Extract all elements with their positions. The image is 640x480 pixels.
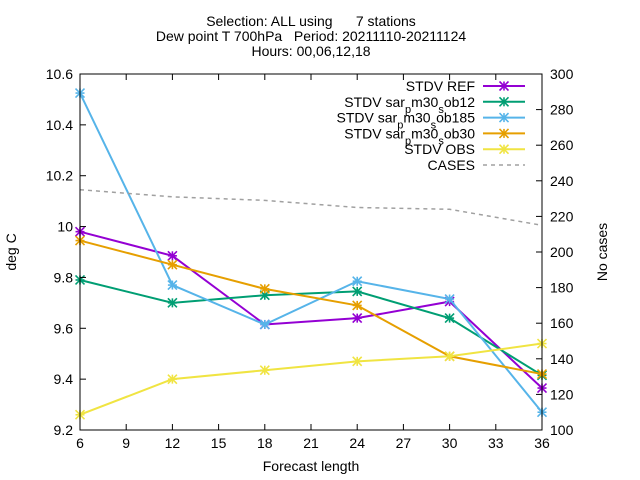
y2-tick-label: 100	[550, 422, 574, 438]
series-line	[79, 239, 543, 376]
y-tick-label: 9.8	[54, 269, 74, 285]
chart-title-line: Selection: ALL using 7 stations	[206, 13, 416, 29]
chart-title-line: Dew point T 700hPa Period: 20211110-2021…	[156, 28, 467, 44]
series-stdv-sar-pm30-sob12	[74, 274, 548, 381]
legend-entry: STDV REF	[406, 78, 525, 94]
data-point	[498, 128, 510, 139]
series-stdv-sar-pm30-sob185	[74, 88, 548, 418]
legend-label: CASES	[428, 157, 475, 173]
data-point	[498, 144, 510, 155]
data-point	[498, 112, 510, 123]
data-point	[444, 351, 455, 362]
data-point	[498, 96, 510, 107]
data-point	[259, 283, 270, 294]
data-point	[352, 356, 363, 367]
series-stdv-sar-pm30-sob30	[74, 235, 548, 380]
legend-label: STDV REF	[406, 78, 475, 94]
series-line	[79, 342, 543, 416]
data-point	[444, 293, 455, 305]
x-tick-label: 36	[534, 435, 550, 451]
legend-entry: STDV sarpm30sob185	[337, 110, 525, 132]
y2-axis-label: No cases	[594, 223, 610, 281]
y-tick-label: 9.4	[54, 371, 74, 387]
y2-tick-label: 220	[550, 208, 574, 224]
y2-tick-label: 180	[550, 280, 574, 296]
y-tick-label: 9.6	[54, 320, 74, 336]
series-stdv-obs	[74, 338, 548, 420]
legend-label: STDV sarpm30sob12	[344, 94, 475, 116]
data-point	[167, 259, 178, 270]
legend-entry: STDV sarpm30sob12	[344, 94, 525, 116]
legend-label: STDV sarpm30sob185	[337, 110, 476, 132]
data-point	[444, 313, 455, 324]
data-point	[352, 300, 363, 311]
x-tick-label: 30	[442, 435, 458, 451]
x-tick-label: 21	[303, 435, 319, 451]
legend-label: STDV OBS	[404, 141, 475, 157]
y2-tick-label: 240	[550, 173, 574, 189]
data-point	[352, 286, 363, 297]
x-tick-label: 9	[122, 435, 130, 451]
data-point	[352, 313, 363, 324]
y-tick-label: 10.4	[46, 117, 73, 133]
series-stdv-ref	[74, 226, 548, 394]
y2-tick-label: 260	[550, 137, 574, 153]
legend-label: STDV sarpm30sob30	[344, 125, 475, 147]
x-tick-label: 12	[165, 435, 181, 451]
data-point	[167, 374, 178, 385]
x-tick-label: 6	[76, 435, 84, 451]
x-tick-label: 27	[396, 435, 412, 451]
y2-tick-label: 120	[550, 386, 574, 402]
y-axis-label: deg C	[3, 233, 19, 270]
x-axis-label: Forecast length	[263, 458, 360, 474]
chart-title-line: Hours: 00,06,12,18	[251, 43, 370, 59]
data-point	[167, 250, 178, 261]
data-point	[167, 279, 178, 291]
y-tick-label: 10.6	[46, 66, 73, 82]
x-tick-label: 33	[488, 435, 504, 451]
data-point	[498, 80, 510, 92]
data-point	[259, 319, 270, 330]
data-point	[352, 276, 363, 287]
x-tick-label: 18	[257, 435, 273, 451]
x-tick-label: 15	[211, 435, 227, 451]
x-tick-label: 24	[349, 435, 365, 451]
series-cases	[79, 188, 543, 227]
legend-entry: STDV OBS	[404, 141, 525, 157]
y2-tick-label: 160	[550, 315, 574, 331]
y2-tick-label: 140	[550, 351, 574, 367]
y2-tick-label: 280	[550, 102, 574, 118]
data-point	[167, 297, 178, 308]
series-line	[79, 188, 543, 227]
y-tick-label: 10.2	[46, 168, 73, 184]
y-tick-label: 9.2	[54, 422, 74, 438]
y2-tick-label: 200	[550, 244, 574, 260]
data-point	[259, 365, 270, 376]
y-tick-label: 10	[57, 219, 73, 235]
series-line	[79, 279, 543, 377]
legend-entry: STDV sarpm30sob30	[344, 125, 525, 147]
series-line	[79, 92, 543, 413]
legend-entry: CASES	[428, 157, 525, 173]
series-line	[79, 230, 543, 389]
y2-tick-label: 300	[550, 66, 574, 82]
